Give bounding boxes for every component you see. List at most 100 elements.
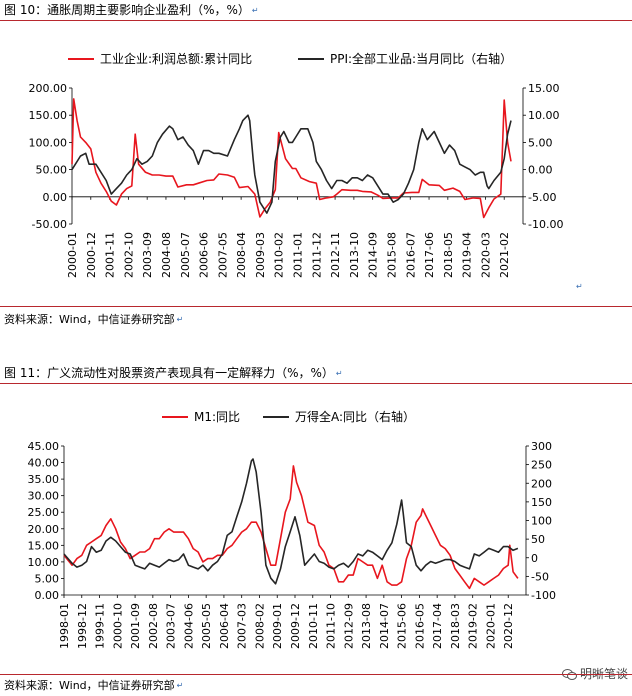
x-tick-label: 2009-01 [271, 603, 284, 649]
right-tick-label: 10.00 [528, 109, 560, 122]
left-tick-label: 150.00 [29, 109, 68, 122]
x-tick-label: 2004-08 [160, 232, 173, 278]
figure1-bottom-rule [0, 306, 632, 307]
paragraph-mark-icon: ↵ [176, 681, 184, 690]
x-tick-label: 2000-12 [85, 232, 98, 278]
wechat-icon [561, 668, 577, 680]
left-tick-label: 100.00 [29, 136, 68, 149]
left-tick-label: 15.00 [28, 539, 60, 552]
x-tick-label: 2010-02 [273, 232, 286, 278]
left-tick-label: 200.00 [29, 82, 68, 95]
x-tick-label: 2011-10 [325, 603, 338, 649]
x-tick-label: 2016-05 [413, 603, 426, 649]
paragraph-mark-icon: ↵ [576, 282, 583, 291]
figure1-source: 资料来源：Wind，中信证券研究部 ↵ [4, 313, 184, 326]
left-tick-label: 0.00 [43, 191, 68, 204]
x-tick-label: 1998-01 [58, 603, 71, 649]
x-tick-label: 2018-03 [449, 603, 462, 649]
right-tick-label: 150 [531, 496, 552, 509]
right-tick-label: 250 [531, 459, 552, 472]
x-tick-label: 2000-10 [111, 603, 124, 649]
x-tick-label: 2001-09 [129, 603, 142, 649]
x-tick-label: 2017-04 [431, 603, 444, 649]
chart1: 200.00 150.00 100.00 50.00 0.00 -50.00 15.00 10… [29, 51, 564, 278]
x-tick-label: 2001-11 [104, 232, 117, 278]
x-tick-label: 2010-11 [307, 603, 320, 649]
x-tick-label: 2002-08 [147, 603, 160, 649]
x-tick-label: 2013-10 [348, 232, 361, 278]
right-tick-label: -100 [531, 589, 556, 602]
x-tick-label: 2015-08 [385, 232, 398, 278]
x-tick-label: 1999-11 [94, 603, 107, 649]
figure2-title: 图 11：广义流动性对股票资产表现具有一定解释力（%，%） ↵ [4, 366, 343, 380]
x-tick-label: 2002-10 [122, 232, 135, 278]
x-tick-label: 2020-03 [479, 232, 492, 278]
x-tick-label: 2019-02 [467, 603, 480, 649]
left-tick-label: 35.00 [28, 473, 60, 486]
x-tick-label: 2009-03 [254, 232, 267, 278]
right-tick-label: 200 [531, 477, 552, 490]
x-tick-label: 1998-12 [76, 603, 89, 649]
right-tick-label: -50 [531, 570, 549, 583]
series-line-2 [71, 114, 512, 214]
left-tick-label: 50.00 [36, 164, 68, 177]
series-line-2 [63, 458, 519, 585]
x-tick-label: 2003-07 [165, 603, 178, 649]
right-tick-label: 0.00 [528, 164, 553, 177]
figure2-top-rule [0, 383, 632, 384]
legend-label-1: M1:同比 [194, 410, 240, 424]
x-tick-label: 2006-04 [218, 603, 231, 649]
right-tick-label: 50 [531, 533, 545, 546]
x-tick-label: 2011-12 [310, 232, 323, 278]
figure2-source: 资料来源：Wind，中信证券研究部 ↵ [4, 679, 184, 692]
right-tick-label: 0 [531, 552, 538, 565]
left-tick-label: 40.00 [28, 457, 60, 470]
series-line-1 [71, 98, 512, 219]
x-tick-label: 2004-06 [182, 603, 195, 649]
x-tick-label: 2008-02 [253, 603, 266, 649]
x-tick-label: 2021-02 [498, 232, 511, 278]
left-tick-label: 10.00 [28, 556, 60, 569]
x-tick-label: 2020-01 [484, 603, 497, 649]
right-tick-label: 5.00 [528, 136, 553, 149]
figure1-top-rule [0, 20, 632, 21]
left-tick-label: -50.00 [32, 218, 67, 231]
legend-label-2: PPI:全部工业品:当月同比（右轴） [330, 51, 512, 66]
x-tick-label: 2014-07 [378, 603, 391, 649]
x-tick-label: 2007-03 [236, 603, 249, 649]
paragraph-mark-icon: ↵ [251, 5, 259, 15]
x-tick-label: 2005-07 [179, 232, 192, 278]
paragraph-mark-icon: ↵ [335, 368, 343, 378]
legend-label-2: 万得全A:同比（右轴） [295, 409, 415, 424]
x-tick-label: 2012-09 [342, 603, 355, 649]
right-tick-label: -10.00 [528, 218, 563, 231]
x-tick-label: 2018-05 [442, 232, 455, 278]
left-tick-label: 45.00 [28, 440, 60, 453]
series-line-1 [63, 465, 519, 590]
x-tick-label: 2012-11 [329, 232, 342, 278]
chart2: 45.00 40.00 35.00 30.00 25.00 20.00 15.00 10.00… [28, 409, 556, 649]
figure1-title: 图 10：通胀周期主要影响企业盈利（%，%） ↵ [4, 3, 259, 17]
x-tick-label: 2006-06 [198, 232, 211, 278]
x-tick-label: 2000-01 [66, 232, 79, 278]
x-tick-label: 2016-07 [404, 232, 417, 278]
right-tick-label: -5.00 [528, 191, 556, 204]
x-tick-label: 2013-08 [360, 603, 373, 649]
x-tick-label: 2015-06 [396, 603, 409, 649]
right-tick-label: 15.00 [528, 82, 560, 95]
x-tick-label: 2007-05 [216, 232, 229, 278]
left-tick-label: 20.00 [28, 523, 60, 536]
right-tick-label: 100 [531, 515, 552, 528]
x-tick-label: 2009-12 [289, 603, 302, 649]
left-tick-label: 25.00 [28, 506, 60, 519]
x-tick-label: 2005-05 [200, 603, 213, 649]
x-tick-label: 2019-04 [461, 232, 474, 278]
x-tick-label: 2008-04 [235, 232, 248, 278]
left-tick-label: 30.00 [28, 490, 60, 503]
x-tick-label: 2020-12 [502, 603, 515, 649]
right-tick-label: 300 [531, 440, 552, 453]
x-tick-label: 2011-01 [292, 232, 305, 278]
figure2-bottom-rule [0, 674, 632, 675]
x-tick-label: 2017-06 [423, 232, 436, 278]
x-tick-label: 2014-09 [367, 232, 380, 278]
